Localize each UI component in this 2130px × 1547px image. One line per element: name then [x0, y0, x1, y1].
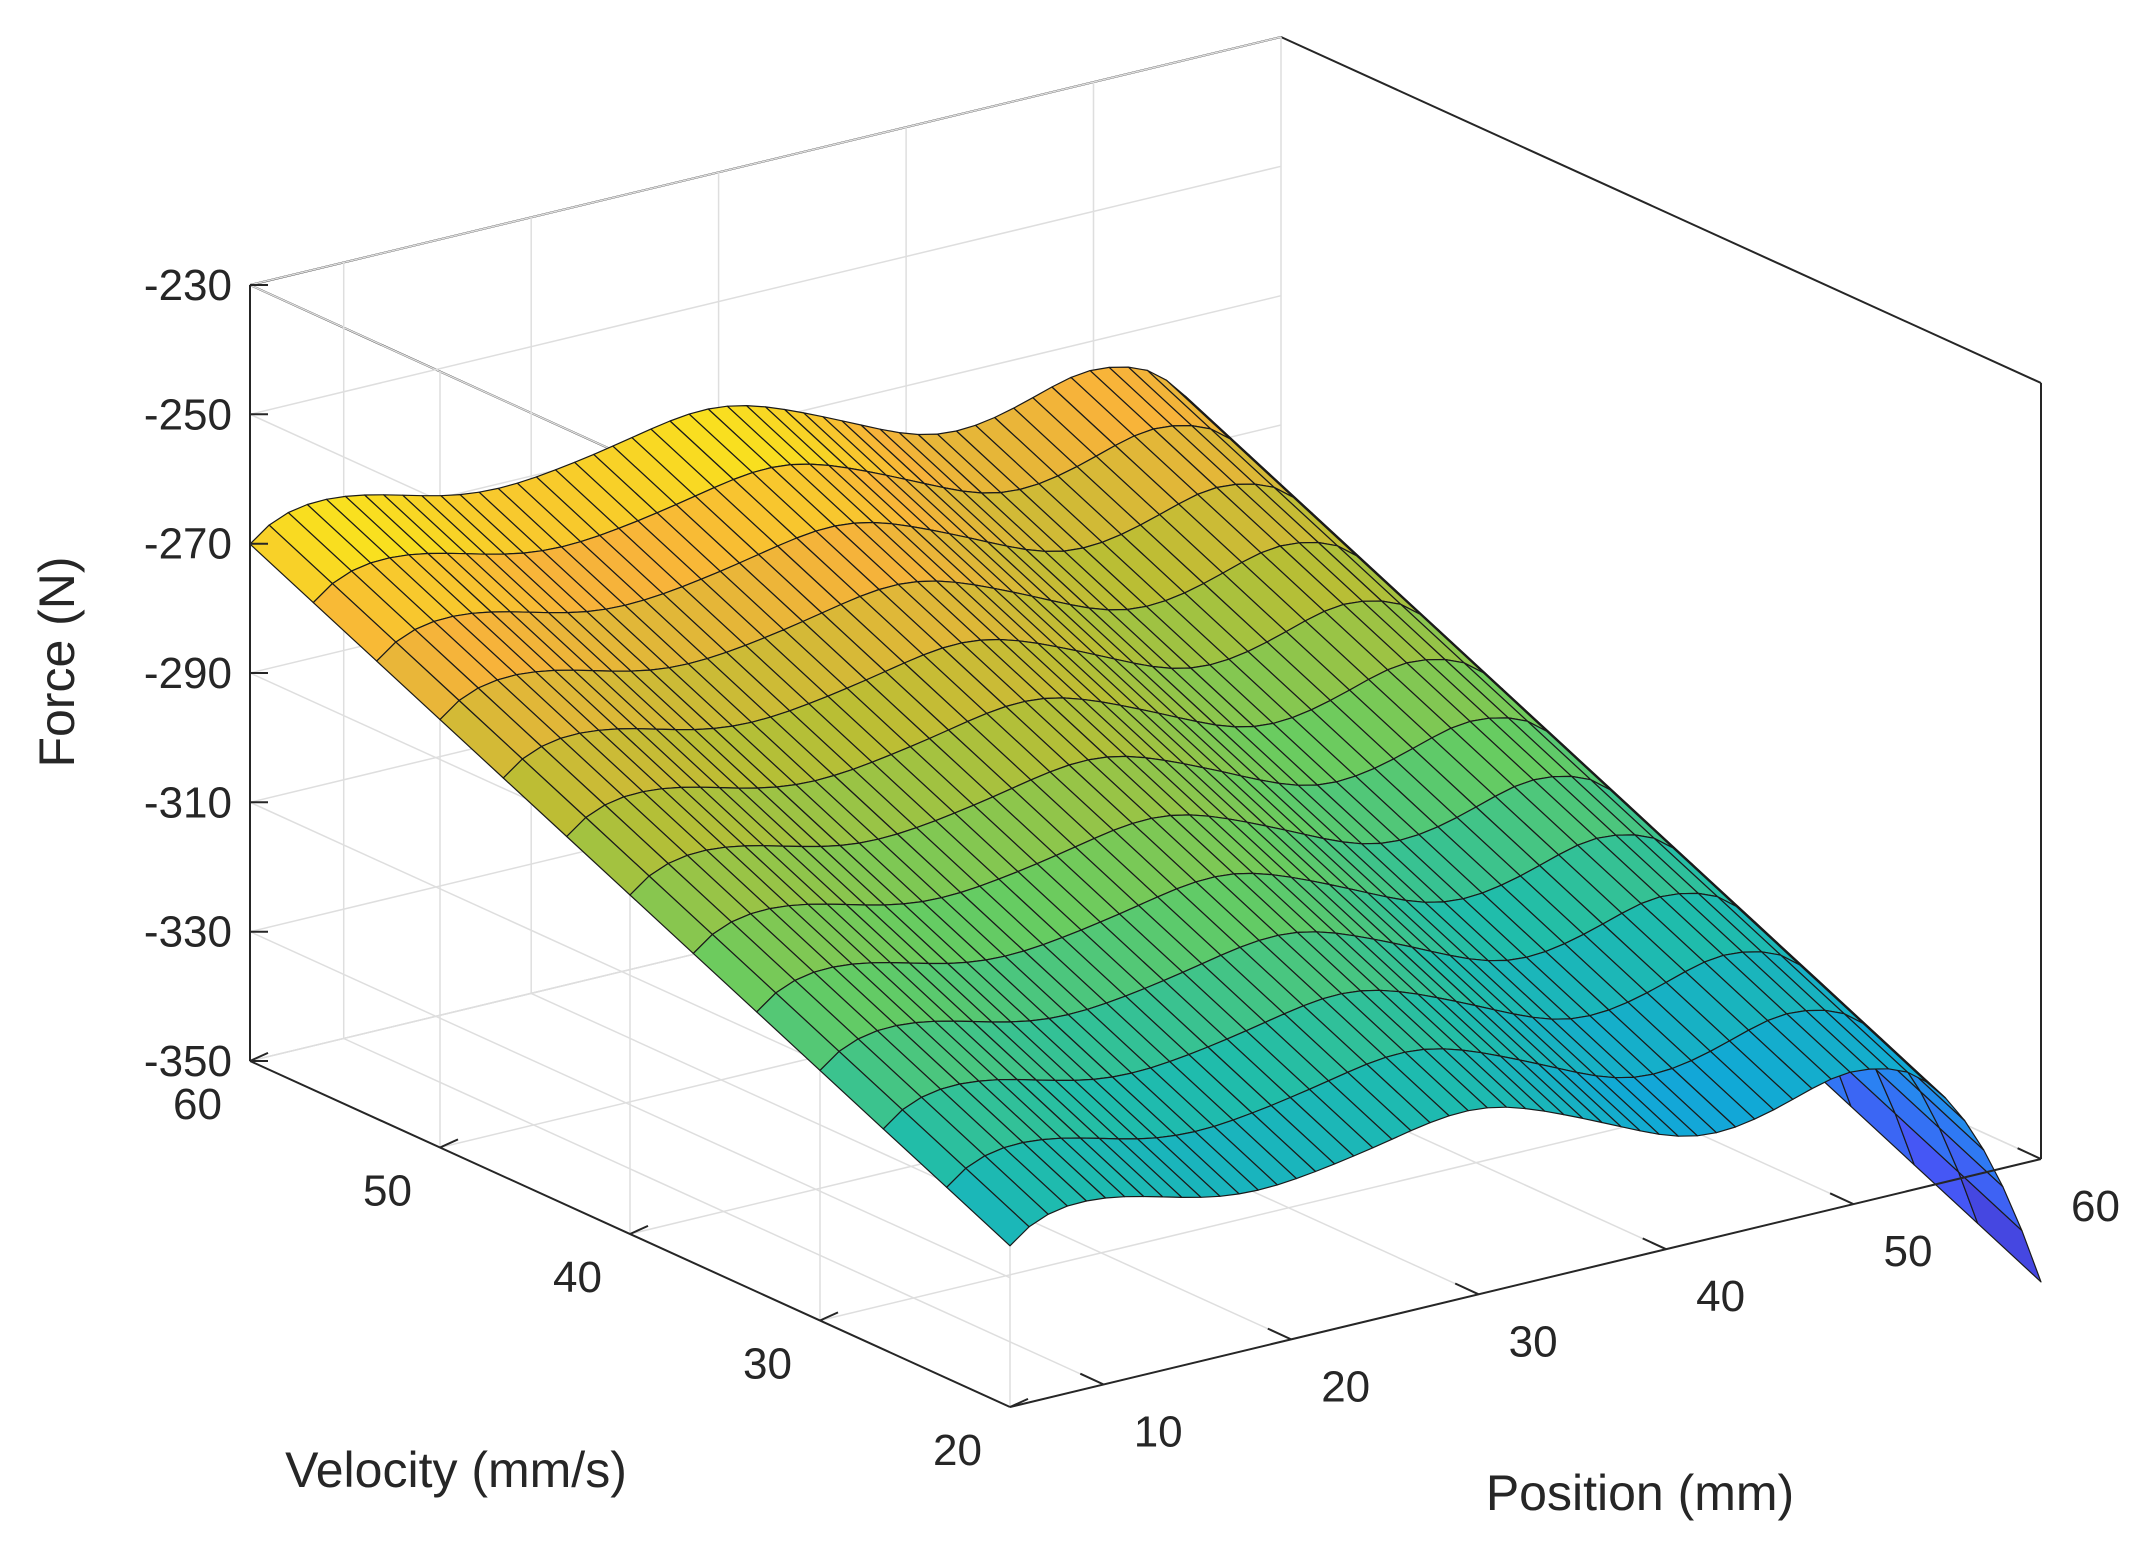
x-tick — [1454, 1282, 1480, 1296]
grid-line-z — [249, 36, 1282, 286]
x-tick — [1829, 1192, 1854, 1206]
z-tick-label: -250 — [144, 390, 232, 439]
y-tick — [439, 1138, 459, 1149]
x-tick — [1642, 1237, 1667, 1251]
box-edge-right-top — [1280, 36, 2042, 384]
x-tick — [1267, 1327, 1292, 1341]
y-tick — [249, 1051, 269, 1062]
z-tick-label: -330 — [144, 908, 232, 957]
y-tick-label: 40 — [553, 1253, 602, 1302]
y-tick — [819, 1311, 839, 1322]
x-tick-label: 50 — [1884, 1227, 1933, 1276]
x-tick — [1079, 1372, 1105, 1386]
y-axis-label: Velocity (mm/s) — [285, 1442, 627, 1498]
grid-line-z — [249, 165, 1282, 416]
x-tick-label: 20 — [1321, 1362, 1370, 1411]
x-tick — [2017, 1147, 2042, 1160]
x-tick-label: 60 — [2071, 1182, 2120, 1231]
z-tick-label: -270 — [144, 520, 232, 569]
z-tick-label: -310 — [144, 778, 232, 827]
y-tick-label: 30 — [743, 1340, 792, 1389]
x-axis-label: Position (mm) — [1486, 1465, 1794, 1521]
surface-patch — [946, 1167, 1030, 1247]
x-axis-line — [1009, 1158, 2042, 1408]
z-tick-label: -230 — [144, 261, 232, 310]
x-tick-label: 30 — [1509, 1317, 1558, 1366]
z-tick-label: -290 — [144, 649, 232, 698]
x-tick-label: 40 — [1696, 1272, 1745, 1321]
y-tick — [629, 1224, 649, 1235]
x-tick-label: 10 — [1134, 1408, 1183, 1457]
y-tick-label: 60 — [173, 1080, 222, 1129]
surface-mesh — [249, 366, 2042, 1283]
z-tick-label: -350 — [144, 1037, 232, 1086]
axes-ticks — [249, 284, 2042, 1408]
y-tick — [1009, 1397, 1029, 1408]
y-tick-label: 20 — [933, 1426, 982, 1475]
tick-labels: -350 -330 -310 -290 -270 -250 -230 20 30 40 50 60 10… — [144, 261, 2120, 1475]
y-tick-label: 50 — [363, 1167, 412, 1216]
z-axis-label: Force (N) — [29, 556, 85, 767]
